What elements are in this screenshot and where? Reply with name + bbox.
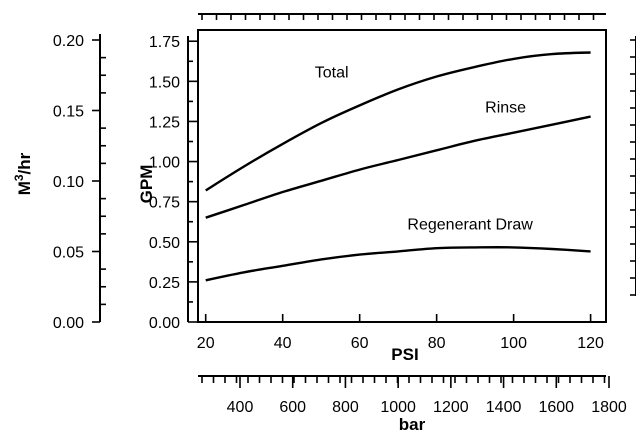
psi-tick-label: 80 bbox=[428, 335, 446, 352]
bar-axis-title: bar bbox=[399, 415, 426, 434]
m3hr-tick-label: 0.00 bbox=[53, 315, 84, 332]
gpm-tick-label: 0.00 bbox=[149, 315, 180, 332]
gpm-tick-label: 1.00 bbox=[149, 155, 180, 172]
psi-tick-label: 60 bbox=[351, 335, 369, 352]
gpm-axis-title: GPM bbox=[137, 165, 156, 204]
gpm-axis: GPM bbox=[137, 36, 189, 322]
m3hr-label-sup: 3 bbox=[12, 174, 26, 181]
series-line-total bbox=[205, 51, 591, 192]
m3hr-tick-label: 0.15 bbox=[53, 104, 84, 121]
gpm-tick-label: 0.50 bbox=[149, 235, 180, 252]
bar-tick-label: 1200 bbox=[433, 399, 469, 416]
gpm-tick-label: 1.25 bbox=[149, 114, 180, 131]
m3hr-label-suffix: /hr bbox=[15, 152, 34, 174]
gpm-tick-label: 0.75 bbox=[149, 195, 180, 212]
psi-tick-label: 120 bbox=[577, 335, 604, 352]
psi-axis: PSI bbox=[391, 345, 418, 364]
gpm-tick-label: 0.25 bbox=[149, 275, 180, 292]
plot-area-border bbox=[197, 29, 607, 323]
bar-tick-label: 1400 bbox=[486, 399, 522, 416]
m3hr-tick-label: 0.20 bbox=[53, 33, 84, 50]
m3hr-label-prefix: M bbox=[15, 181, 34, 195]
psi-tick-label: 100 bbox=[500, 335, 527, 352]
series-labels-layer: Total Rinse Regenerant Draw bbox=[315, 64, 534, 233]
series-label-rinse: Rinse bbox=[485, 100, 526, 117]
bar-tick-label: 1600 bbox=[538, 399, 574, 416]
series-label-regenerant-draw: Regenerant Draw bbox=[407, 216, 533, 233]
bar-tick-label: 1800 bbox=[591, 399, 627, 416]
gpm-tick-label: 1.75 bbox=[149, 34, 180, 51]
bar-tick-label: 600 bbox=[279, 399, 306, 416]
m3hr-axis: M3/hr bbox=[12, 34, 101, 322]
psi-tick-label: 20 bbox=[197, 335, 215, 352]
m3hr-tick-label: 0.05 bbox=[53, 245, 84, 262]
series-label-total: Total bbox=[315, 64, 349, 81]
psi-tick-label: 40 bbox=[274, 335, 292, 352]
ticks-layer bbox=[92, 14, 636, 388]
psi-axis-title: PSI bbox=[391, 345, 418, 364]
series-line-rinse bbox=[205, 115, 591, 219]
bar-tick-label: 400 bbox=[227, 399, 254, 416]
curves-layer bbox=[205, 51, 591, 282]
gpm-tick-label: 1.50 bbox=[149, 74, 180, 91]
tick-labels-layer: 0.00 0.25 0.50 0.75 1.00 1.25 1.50 1.75 20 40 60 80… bbox=[53, 33, 627, 416]
plot-frame bbox=[197, 29, 607, 323]
bar-tick-label: 1000 bbox=[380, 399, 416, 416]
bar-axis: bar bbox=[198, 375, 606, 434]
series-line-regenerant-draw bbox=[205, 246, 591, 282]
bar-tick-label: 800 bbox=[332, 399, 359, 416]
m3hr-axis-title: M3/hr bbox=[12, 152, 34, 195]
m3hr-tick-label: 0.10 bbox=[53, 174, 84, 191]
